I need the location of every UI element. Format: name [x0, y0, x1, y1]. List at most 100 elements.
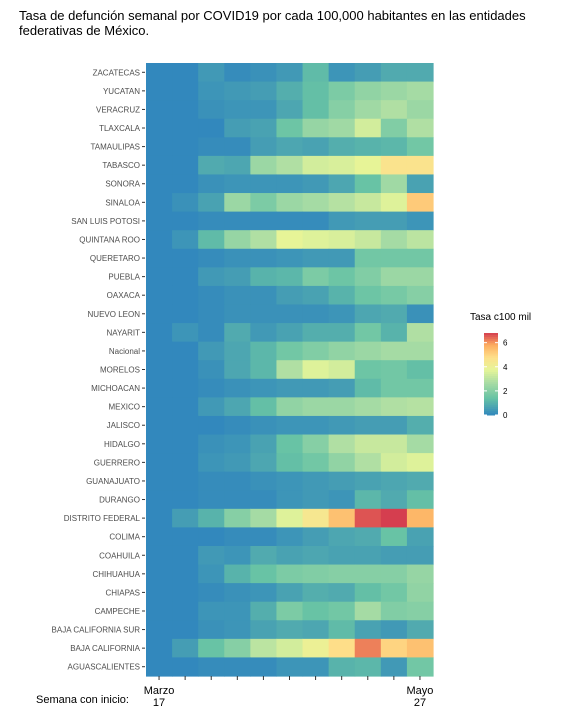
- heatmap-cell: [354, 434, 382, 454]
- heatmap-cell: [146, 471, 173, 491]
- heatmap-cell: [406, 267, 434, 287]
- heatmap-cell: [172, 323, 199, 343]
- heatmap-cell: [250, 230, 278, 250]
- heatmap-cell: [198, 453, 225, 473]
- heatmap-cell: [276, 360, 304, 380]
- legend-gradient-band: [484, 341, 498, 344]
- heatmap-cell: [198, 155, 225, 176]
- heatmap-cell: [328, 304, 356, 324]
- heatmap-cell: [328, 583, 356, 603]
- heatmap-cell: [302, 508, 330, 528]
- heatmap-cell: [250, 285, 278, 306]
- heatmap-cell: [146, 118, 173, 138]
- heatmap-cell: [406, 118, 434, 138]
- heatmap-cell: [198, 657, 225, 677]
- heatmap-cell: [146, 193, 173, 213]
- legend-gradient-band: [484, 392, 498, 395]
- heatmap-cell: [172, 601, 199, 621]
- heatmap-cell: [172, 657, 199, 677]
- heatmap-cell: [250, 564, 278, 584]
- legend-gradient-band: [484, 380, 498, 383]
- heatmap-cell: [250, 620, 278, 640]
- heatmap-cell: [328, 415, 356, 436]
- heatmap-cell: [172, 193, 199, 213]
- heatmap-cell: [172, 397, 199, 417]
- y-tick-label: TABASCO: [102, 161, 140, 170]
- heatmap-cell: [146, 490, 173, 510]
- heatmap-cell: [146, 601, 173, 621]
- heatmap-cell: [198, 81, 225, 101]
- heatmap-cell: [328, 323, 356, 343]
- heatmap-cell: [224, 230, 251, 250]
- heatmap-cell: [406, 285, 434, 306]
- heatmap-cell: [250, 155, 278, 176]
- heatmap-cell: [198, 564, 225, 584]
- heatmap-cell: [302, 415, 330, 436]
- heatmap-cell: [198, 545, 225, 566]
- heatmap-cell: [328, 118, 356, 138]
- heatmap-cell: [328, 137, 356, 157]
- legend-tick-label: 2: [503, 387, 508, 396]
- heatmap-cell: [380, 638, 408, 659]
- heatmap-cell: [302, 545, 330, 566]
- heatmap-cell: [380, 341, 408, 361]
- heatmap-cell: [224, 471, 251, 491]
- heatmap-cell: [354, 453, 382, 473]
- legend-gradient-band: [484, 378, 498, 381]
- heatmap-cell: [146, 453, 173, 473]
- heatmap-cell: [380, 137, 408, 157]
- heatmap-cell: [276, 323, 304, 343]
- heatmap-cell: [328, 360, 356, 380]
- heatmap-cell: [250, 248, 278, 268]
- x-tick-label: Marzo: [144, 685, 175, 697]
- legend-gradient-band: [484, 394, 498, 398]
- heatmap-cell: [172, 341, 199, 361]
- heatmap-cell: [224, 453, 251, 473]
- heatmap-cell: [146, 155, 173, 176]
- heatmap-cell: [406, 137, 434, 157]
- heatmap-cell: [380, 657, 408, 677]
- heatmap-cell: [276, 490, 304, 510]
- legend-gradient-band: [484, 367, 498, 371]
- heatmap-cell: [302, 193, 330, 213]
- heatmap-cell: [172, 583, 199, 603]
- heatmap-cell: [146, 415, 173, 436]
- heatmap-cell: [406, 453, 434, 473]
- y-tick-label: SONORA: [105, 180, 140, 189]
- heatmap-cell: [198, 174, 225, 194]
- heatmap-cell: [198, 378, 225, 398]
- heatmap-cell: [302, 267, 330, 287]
- heatmap-cell: [224, 248, 251, 268]
- heatmap-cell: [172, 211, 199, 231]
- heatmap-cell: [224, 155, 251, 176]
- heatmap-cell: [250, 508, 278, 528]
- legend-gradient-band: [484, 388, 498, 391]
- heatmap-cell: [172, 174, 199, 194]
- heatmap-cell: [250, 638, 278, 659]
- heatmap-cell: [224, 620, 251, 640]
- heatmap-cell: [198, 360, 225, 380]
- heatmap-cell: [354, 564, 382, 584]
- heatmap-cell: [146, 360, 173, 380]
- heatmap-cell: [328, 397, 356, 417]
- heatmap-cell: [380, 360, 408, 380]
- heatmap-cell: [198, 508, 225, 528]
- heatmap-cell: [406, 657, 434, 677]
- heatmap-cell: [276, 211, 304, 231]
- heatmap-cell: [276, 415, 304, 436]
- legend-gradient-band: [484, 363, 498, 367]
- heatmap-cell: [276, 81, 304, 101]
- heatmap-cell: [302, 657, 330, 677]
- heatmap-cell: [406, 248, 434, 268]
- heatmap-cell: [146, 323, 173, 343]
- y-tick-label: ZACATECAS: [93, 68, 140, 77]
- heatmap-cell: [198, 63, 225, 83]
- heatmap-cell: [354, 397, 382, 417]
- y-tick-label: DISTRITO FEDERAL: [64, 514, 141, 523]
- heatmap-cell: [380, 155, 408, 176]
- heatmap-cell: [328, 81, 356, 101]
- heatmap-cell: [146, 527, 173, 547]
- heatmap-cell: [250, 415, 278, 436]
- heatmap-cell: [198, 248, 225, 268]
